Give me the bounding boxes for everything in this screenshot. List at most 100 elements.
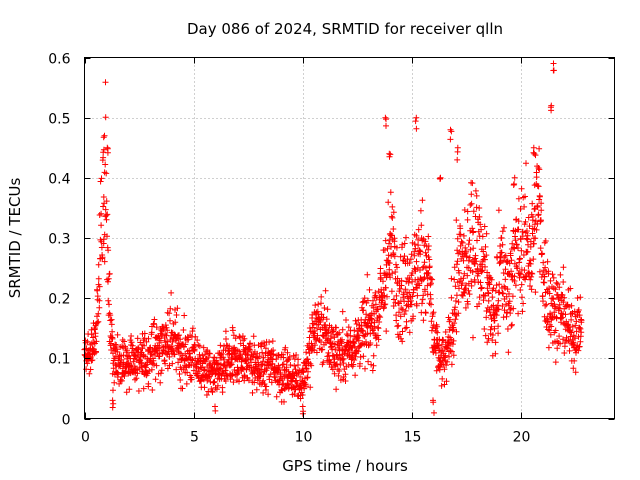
data-point bbox=[237, 334, 244, 341]
data-point bbox=[194, 337, 201, 344]
data-point bbox=[130, 358, 137, 365]
data-point bbox=[103, 198, 110, 205]
data-point bbox=[561, 350, 568, 356]
data-point bbox=[536, 145, 543, 152]
data-point bbox=[123, 389, 130, 396]
data-point bbox=[339, 356, 346, 363]
data-point bbox=[508, 257, 515, 264]
data-point bbox=[481, 223, 488, 230]
data-point bbox=[84, 360, 91, 367]
data-point bbox=[547, 277, 554, 284]
data-point bbox=[377, 274, 384, 281]
data-point bbox=[385, 199, 392, 206]
data-point bbox=[128, 339, 135, 346]
data-point bbox=[278, 386, 285, 393]
data-point bbox=[382, 301, 389, 308]
data-point bbox=[465, 257, 472, 264]
data-point bbox=[562, 311, 569, 318]
data-point bbox=[247, 347, 254, 353]
data-point bbox=[361, 295, 368, 302]
data-point bbox=[168, 343, 175, 350]
data-point bbox=[570, 341, 577, 347]
data-point bbox=[364, 271, 371, 278]
data-point bbox=[535, 165, 542, 171]
data-point bbox=[518, 185, 525, 192]
data-point bbox=[369, 367, 376, 374]
data-point bbox=[342, 378, 349, 384]
data-point bbox=[327, 335, 334, 342]
data-point bbox=[312, 302, 319, 309]
data-point bbox=[542, 264, 549, 271]
data-point bbox=[116, 380, 123, 387]
data-point bbox=[383, 116, 389, 123]
data-point bbox=[572, 322, 579, 329]
data-point bbox=[529, 213, 536, 220]
data-point bbox=[299, 392, 306, 398]
data-point bbox=[482, 332, 489, 339]
data-point bbox=[417, 275, 424, 282]
data-point bbox=[273, 356, 280, 363]
data-point bbox=[370, 304, 377, 311]
data-point bbox=[476, 213, 483, 220]
data-point bbox=[320, 314, 327, 321]
data-point bbox=[280, 354, 287, 361]
data-point bbox=[426, 256, 433, 263]
data-point bbox=[492, 350, 499, 357]
data-point bbox=[421, 274, 428, 281]
data-point bbox=[216, 366, 223, 373]
data-point bbox=[412, 118, 419, 125]
data-point bbox=[406, 329, 413, 336]
data-point bbox=[94, 293, 101, 300]
data-point bbox=[529, 270, 536, 277]
data-point bbox=[415, 226, 422, 233]
data-point bbox=[493, 282, 500, 289]
data-point bbox=[501, 283, 508, 290]
data-point bbox=[411, 252, 418, 259]
data-point bbox=[100, 134, 107, 141]
data-point bbox=[226, 350, 233, 357]
data-point bbox=[495, 330, 502, 337]
data-point bbox=[182, 341, 189, 348]
data-point bbox=[360, 353, 367, 360]
data-point bbox=[388, 288, 395, 295]
data-point bbox=[422, 288, 428, 295]
data-point bbox=[393, 261, 399, 268]
data-point bbox=[425, 246, 432, 253]
data-point bbox=[157, 379, 164, 386]
data-point bbox=[399, 306, 406, 313]
data-point bbox=[89, 357, 96, 364]
data-point bbox=[98, 222, 105, 229]
data-point bbox=[448, 361, 455, 368]
data-point bbox=[176, 332, 182, 339]
data-point bbox=[527, 283, 533, 289]
data-point bbox=[550, 296, 557, 303]
data-point bbox=[527, 257, 533, 264]
data-point bbox=[255, 362, 262, 369]
data-point bbox=[318, 339, 324, 345]
data-point bbox=[109, 328, 116, 335]
data-point bbox=[393, 292, 400, 299]
data-point bbox=[106, 270, 113, 277]
data-point bbox=[382, 237, 389, 244]
data-point bbox=[547, 331, 554, 338]
data-point bbox=[428, 301, 434, 308]
data-point bbox=[470, 208, 477, 215]
data-point bbox=[88, 331, 95, 338]
data-point bbox=[307, 384, 314, 391]
data-point bbox=[364, 297, 371, 304]
data-point bbox=[369, 327, 376, 334]
data-point bbox=[218, 350, 225, 357]
data-point bbox=[133, 375, 140, 382]
data-point bbox=[550, 67, 557, 74]
data-point bbox=[449, 327, 456, 334]
data-point bbox=[109, 335, 116, 342]
data-point bbox=[556, 333, 563, 340]
data-point bbox=[502, 266, 509, 273]
data-point bbox=[403, 324, 410, 331]
data-point bbox=[391, 253, 398, 260]
data-point bbox=[409, 270, 416, 276]
data-point bbox=[304, 374, 311, 381]
data-point bbox=[469, 269, 476, 275]
y-axis-label: SRMTID / TECUs bbox=[6, 178, 24, 299]
data-point bbox=[167, 317, 173, 324]
